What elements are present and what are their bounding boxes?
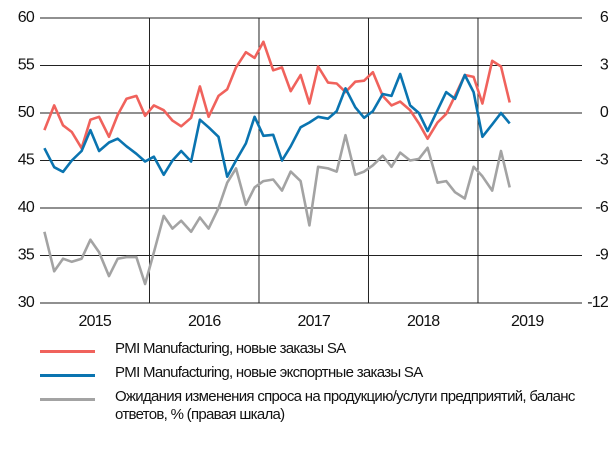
y2-tick-label: 0 <box>600 104 609 121</box>
y-tick-label: 50 <box>18 104 35 121</box>
x-tick-label: 2015 <box>79 313 112 330</box>
x-tick-label: 2018 <box>407 313 440 330</box>
legend: PMI Manufacturing, новые заказы SA PMI Ma… <box>0 340 613 430</box>
legend-label: PMI Manufacturing, новые заказы SA <box>115 340 346 357</box>
x-tick-label: 2016 <box>188 313 221 330</box>
y-tick-label: 35 <box>18 247 35 264</box>
y-tick-label: 45 <box>18 152 35 169</box>
chart: 30 35 40 45 50 55 60 -12 -9 -6 -3 0 3 6 2015 2016 2017 20… <box>18 9 610 330</box>
series-line <box>43 133 511 286</box>
x-tick-label: 2017 <box>298 313 331 330</box>
y2-tick-label: -12 <box>587 294 609 311</box>
series-line <box>43 40 511 150</box>
legend-label: Ожидания изменения спроса на продукцию/у… <box>115 388 575 423</box>
legend-swatch <box>40 350 95 353</box>
x-tick-label: 2019 <box>511 313 544 330</box>
y-tick-label: 40 <box>18 199 35 216</box>
y2-tick-label: 3 <box>600 57 609 74</box>
y2-tick-label: 6 <box>600 9 609 26</box>
y-tick-label: 30 <box>18 294 35 311</box>
y-tick-label: 60 <box>18 9 35 26</box>
y2-tick-label: -3 <box>595 152 609 169</box>
y2-tick-label: -9 <box>595 247 609 264</box>
y-tick-label: 55 <box>18 57 35 74</box>
series-line <box>43 72 511 178</box>
legend-item: PMI Manufacturing, новые экспортные зака… <box>0 364 613 382</box>
legend-item: Ожидания изменения спроса на продукцию/у… <box>0 388 613 424</box>
legend-swatch <box>40 398 95 401</box>
legend-label: PMI Manufacturing, новые экспортные зака… <box>115 364 423 381</box>
y2-tick-label: -6 <box>595 199 609 216</box>
legend-swatch <box>40 374 95 377</box>
legend-item: PMI Manufacturing, новые заказы SA <box>0 340 613 358</box>
